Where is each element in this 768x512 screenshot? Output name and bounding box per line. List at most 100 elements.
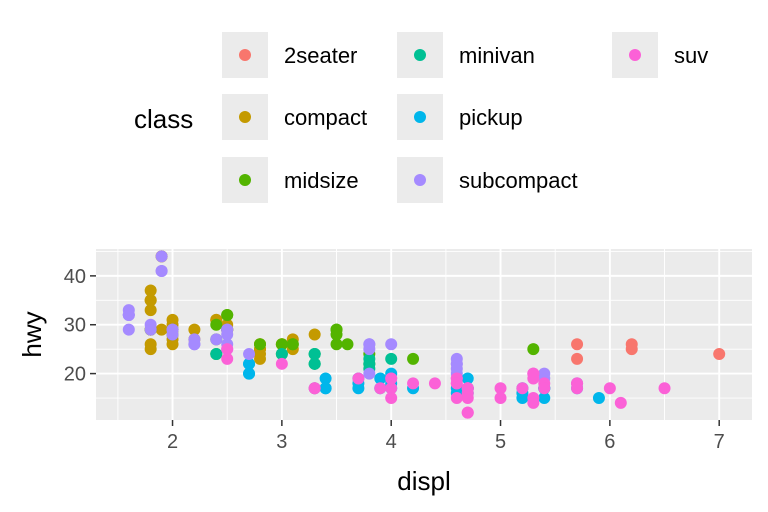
- legend-label: midsize: [284, 168, 359, 193]
- legend-item-midsize: midsize: [222, 157, 359, 203]
- point-compact: [308, 328, 321, 341]
- x-tick-label: 2: [167, 431, 178, 453]
- point-2seater: [571, 338, 584, 351]
- x-tick-label: 4: [386, 431, 397, 453]
- point-suv: [374, 382, 387, 395]
- point-subcompact: [122, 323, 135, 336]
- legend-swatch: [239, 174, 251, 186]
- legend-swatch: [414, 174, 426, 186]
- x-tick-label: 7: [714, 431, 725, 453]
- point-subcompact: [363, 343, 376, 356]
- point-compact: [166, 338, 179, 351]
- point-suv: [494, 392, 507, 405]
- point-subcompact: [122, 308, 135, 321]
- point-suv: [614, 396, 627, 409]
- point-2seater: [713, 348, 726, 361]
- point-compact: [155, 323, 168, 336]
- point-compact: [144, 343, 157, 356]
- data-points: [122, 250, 726, 419]
- point-midsize: [254, 338, 266, 351]
- point-compact: [188, 323, 201, 336]
- legend-item-pickup: pickup: [397, 94, 523, 140]
- point-suv: [352, 372, 365, 385]
- point-subcompact: [210, 333, 223, 346]
- legend-label: suv: [674, 43, 708, 68]
- y-tick-label: 40: [64, 266, 86, 288]
- point-suv: [516, 382, 529, 395]
- point-suv: [407, 377, 420, 390]
- x-tick-label: 6: [604, 431, 615, 453]
- y-axis-title: hwy: [17, 311, 47, 357]
- point-suv: [461, 406, 474, 419]
- legend-label: compact: [284, 105, 367, 130]
- point-midsize: [407, 352, 420, 365]
- point-suv: [603, 382, 616, 395]
- legend-swatch: [239, 49, 251, 61]
- legend-label: 2seater: [284, 43, 357, 68]
- point-subcompact: [450, 357, 463, 370]
- point-midsize: [330, 338, 343, 351]
- point-suv: [450, 392, 463, 405]
- legend-item-suv: suv: [612, 32, 708, 78]
- legend-swatch: [414, 111, 426, 123]
- point-midsize: [341, 338, 354, 351]
- point-minivan: [308, 357, 321, 370]
- point-pickup: [243, 357, 256, 370]
- legend-swatch: [414, 49, 426, 61]
- legend-item-2seater: 2seater: [222, 32, 357, 78]
- point-pickup: [243, 367, 256, 380]
- legend-label: minivan: [459, 43, 535, 68]
- point-midsize: [275, 338, 288, 351]
- legend-label: subcompact: [459, 168, 578, 193]
- point-pickup: [538, 392, 551, 405]
- point-pickup: [592, 392, 605, 405]
- legend-swatch: [239, 111, 251, 123]
- point-suv: [461, 382, 474, 395]
- legend-swatch: [629, 49, 641, 61]
- point-minivan: [210, 348, 223, 361]
- point-midsize: [210, 318, 223, 331]
- point-suv: [385, 392, 398, 405]
- plot-panel: [96, 249, 752, 420]
- point-subcompact: [144, 318, 157, 331]
- point-suv: [221, 352, 234, 365]
- point-compact: [144, 304, 157, 317]
- point-suv: [275, 357, 288, 370]
- legend-item-compact: compact: [222, 94, 367, 140]
- point-suv: [428, 377, 441, 390]
- point-2seater: [625, 343, 638, 356]
- point-suv: [308, 382, 321, 395]
- point-minivan: [363, 352, 376, 365]
- point-subcompact: [221, 323, 234, 336]
- point-pickup: [461, 372, 474, 385]
- point-subcompact: [155, 264, 168, 277]
- point-subcompact: [385, 338, 398, 351]
- x-axis-title: displ: [397, 466, 450, 496]
- x-tick-label: 5: [495, 431, 506, 453]
- legend-item-minivan: minivan: [397, 32, 535, 78]
- point-suv: [385, 372, 398, 385]
- legend-label: pickup: [459, 105, 523, 130]
- point-pickup: [352, 382, 365, 395]
- point-midsize: [330, 328, 343, 341]
- point-2seater: [571, 352, 584, 365]
- point-subcompact: [188, 338, 201, 351]
- point-suv: [385, 382, 398, 395]
- point-midsize: [286, 338, 299, 351]
- y-tick-label: 30: [64, 315, 86, 337]
- y-tick-label: 20: [64, 364, 86, 386]
- point-minivan: [308, 348, 321, 361]
- point-midsize: [527, 343, 540, 356]
- legend: 2seater compact midsize minivan pickup subcom…: [222, 32, 708, 203]
- point-subcompact: [155, 250, 168, 263]
- point-compact: [144, 284, 157, 297]
- point-suv: [527, 372, 540, 385]
- point-compact: [144, 294, 157, 307]
- point-suv: [527, 396, 540, 409]
- point-suv: [221, 343, 234, 356]
- axes: 2 3 4 5 6 7 20 30 40: [64, 266, 725, 453]
- point-suv: [658, 382, 671, 395]
- point-pickup: [319, 372, 332, 385]
